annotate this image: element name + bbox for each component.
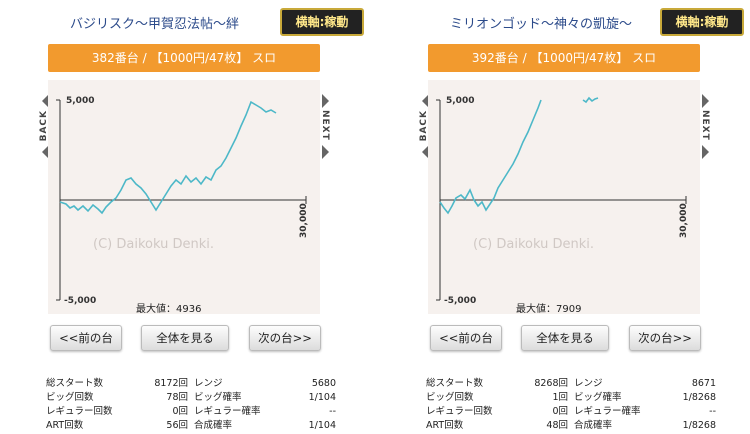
stat-value: 8172回 [154,378,188,389]
stat-label: ビッグ回数 [46,392,94,403]
stat-value: -- [329,406,336,417]
stat-row: 総スタート数 8268回 レンジ 8671 [426,377,716,391]
slump-graph: 5,000 -5,000 30,000 (C) Daikoku Denki. 最… [48,80,320,314]
machine-title: ミリオンゴッド〜神々の凱旋〜 [450,17,633,32]
max-value-label: 最大値：4936 [136,302,201,314]
stat-value: -- [709,406,716,417]
stat-row: ビッグ回数 78回 ビッグ確率 1/104 [46,391,336,405]
back-arrow-bottom-icon[interactable] [42,145,49,159]
prev-machine-button[interactable]: <<前の台 [430,325,502,351]
stats-table: 総スタート数 8172回 レンジ 5680 ビッグ回数 78回 ビッグ確率 1/… [46,377,336,433]
stat-label: 総スタート数 [46,378,104,389]
next-label[interactable]: NEXT [320,110,330,141]
stat-value: 78回 [166,392,188,403]
stat-row: レギュラー回数 0回 レギュラー確率 -- [426,405,716,419]
next-arrow-bottom-icon[interactable] [702,145,709,159]
stat-value: 5680 [311,378,336,389]
stat-label: レギュラー確率 [574,406,641,417]
stat-label: 合成確率 [194,420,233,431]
stat-label: レギュラー回数 [46,406,113,417]
machine-info-bar: 382番台 / 【1000円/47枚】 スロ [48,44,320,72]
stat-label: レギュラー回数 [426,406,493,417]
stat-value: 0回 [172,406,188,417]
back-arrow-bottom-icon[interactable] [422,145,429,159]
stat-label: 合成確率 [574,420,613,431]
view-all-button[interactable]: 全体を見る [141,325,229,351]
x-max-tick: 30,000 [679,203,689,238]
stat-value: 1/104 [308,420,336,431]
max-value-label: 最大値：7909 [516,302,581,314]
stat-value: 8671 [691,378,716,389]
machine-title: バジリスク〜甲賀忍法帖〜絆 [70,17,240,32]
axis-toggle-button[interactable]: 横軸:稼動 [660,8,744,36]
stat-label: ビッグ回数 [426,392,474,403]
back-arrow-top-icon[interactable] [42,94,49,108]
stat-value: 56回 [166,420,188,431]
left-machine-panel: バジリスク〜甲賀忍法帖〜絆 横軸:稼動 382番台 / 【1000円/47枚】 … [39,0,364,434]
stat-label: ビッグ確率 [574,392,622,403]
stat-value: 8268回 [534,378,568,389]
next-machine-button[interactable]: 次の台>> [249,325,321,351]
stat-label: ART回数 [46,420,84,431]
stat-label: レンジ [574,378,603,389]
view-all-button[interactable]: 全体を見る [521,325,609,351]
stat-label: ビッグ確率 [194,392,242,403]
y-max-tick: 5,000 [66,96,94,106]
next-arrow-bottom-icon[interactable] [322,145,329,159]
back-arrow-top-icon[interactable] [422,94,429,108]
stat-value: 1回 [552,392,568,403]
slump-graph: 5,000 -5,000 30,000 (C) Daikoku Denki. 最… [428,80,700,314]
stat-row: レギュラー回数 0回 レギュラー確率 -- [46,405,336,419]
stat-row: 総スタート数 8172回 レンジ 5680 [46,377,336,391]
right-machine-panel: ミリオンゴッド〜神々の凱旋〜 横軸:稼動 392番台 / 【1000円/47枚】… [419,0,744,434]
next-label[interactable]: NEXT [700,110,710,141]
prev-machine-button[interactable]: <<前の台 [50,325,122,351]
next-arrow-top-icon[interactable] [702,94,709,108]
stat-label: 総スタート数 [426,378,484,389]
next-arrow-top-icon[interactable] [322,94,329,108]
stat-value: 48回 [546,420,568,431]
x-max-tick: 30,000 [299,203,309,238]
stat-value: 0回 [552,406,568,417]
stat-row: ビッグ回数 1回 ビッグ確率 1/8268 [426,391,716,405]
watermark: (C) Daikoku Denki. [93,237,214,252]
stat-row: ART回数 48回 合成確率 1/8268 [426,419,716,433]
watermark: (C) Daikoku Denki. [473,237,594,252]
y-max-tick: 5,000 [446,96,474,106]
machine-info-bar: 392番台 / 【1000円/47枚】 スロ [428,44,700,72]
stat-value: 1/8268 [682,420,716,431]
stats-table: 総スタート数 8268回 レンジ 8671 ビッグ回数 1回 ビッグ確率 1/8… [426,377,716,433]
stat-value: 1/104 [308,392,336,403]
y-min-tick: -5,000 [64,296,96,306]
stat-value: 1/8268 [682,392,716,403]
stat-row: ART回数 56回 合成確率 1/104 [46,419,336,433]
next-machine-button[interactable]: 次の台>> [629,325,701,351]
y-min-tick: -5,000 [444,296,476,306]
stat-label: レンジ [194,378,223,389]
axis-toggle-button[interactable]: 横軸:稼動 [280,8,364,36]
stat-label: ART回数 [426,420,464,431]
stat-label: レギュラー確率 [194,406,261,417]
